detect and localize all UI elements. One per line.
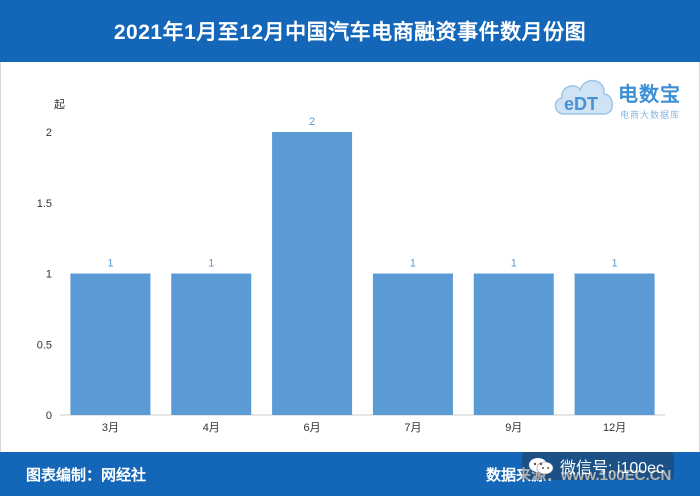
y-tick-label: 0.5 [37,339,52,351]
bar [574,273,655,415]
x-tick-label: 9月 [505,422,522,434]
bar-chart: 起 0 0.5 1 1.5 2 3月 4月 6月 7月 9月 12月 1 1 2 1 1 1 [37,98,665,434]
bar [473,273,554,415]
bar [272,132,353,415]
x-tick-label: 12月 [603,422,626,434]
y-axis-unit: 起 [54,98,65,111]
footer-banner: 图表编制：网经社 数据来源：www.100EC.CN [0,452,700,496]
footer-credit: 图表编制：网经社 [26,467,147,484]
title-banner: 2021年1月至12月中国汽车电商融资事件数月份图 [0,0,700,62]
y-tick-label: 2 [46,127,52,139]
data-label: 1 [410,258,416,270]
edt-logo: eDT 电数宝 电商大数据库 [550,66,695,126]
y-tick-label: 1.5 [37,198,52,210]
x-tick-label: 7月 [404,422,421,434]
x-tick-label: 4月 [203,422,220,434]
bar [372,273,453,415]
data-labels: 1 1 2 1 1 1 [107,116,617,270]
logo-badge: eDT [564,94,598,114]
data-label: 1 [612,258,618,270]
watermark-text: 微信号: i100ec [560,460,665,477]
y-ticks: 0 0.5 1 1.5 2 [37,127,52,422]
data-label: 1 [511,258,517,270]
x-tick-label: 3月 [102,422,119,434]
data-label: 2 [309,116,315,128]
logo-subtitle: 电商大数据库 [620,110,681,120]
data-label: 1 [208,258,214,270]
logo-brand: 电数宝 [618,84,681,106]
y-tick-label: 0 [46,410,52,422]
chart-title: 2021年1月至12月中国汽车电商融资事件数月份图 [113,21,587,44]
x-tick-label: 6月 [304,422,321,434]
bar [70,273,151,415]
wechat-watermark: 微信号: i100ec [522,452,675,480]
data-label: 1 [107,258,113,270]
wechat-icon [529,458,554,475]
footer-source: 数据来源：www.100EC.CN [486,467,672,484]
cloud-logo-icon: eDT [554,80,613,115]
x-ticks: 3月 4月 6月 7月 9月 12月 [102,422,626,434]
y-tick-label: 1 [46,269,52,281]
bar [171,273,252,415]
bars [70,132,655,415]
